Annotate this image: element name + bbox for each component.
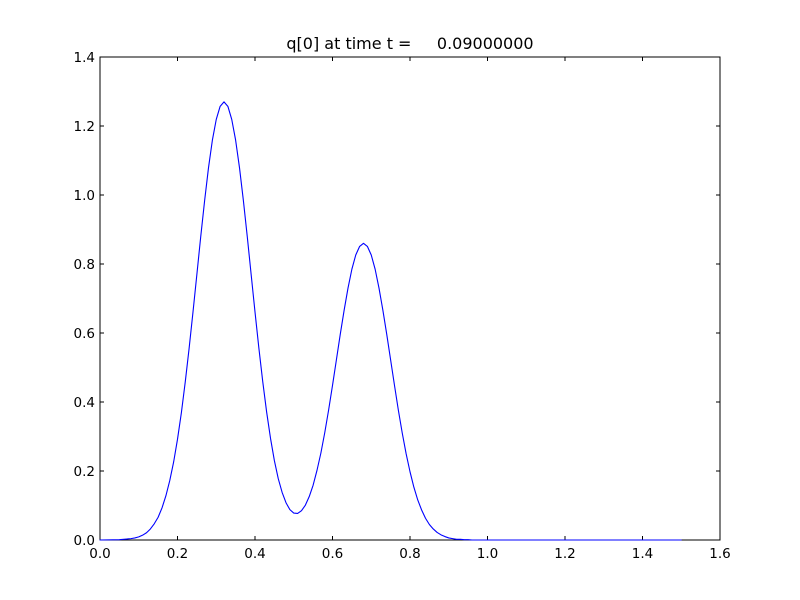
y-tick-label: 0.0 [74,533,95,549]
x-tick-label: 0.2 [167,546,188,562]
x-tick-label: 0.0 [89,546,110,562]
y-tick-label: 1.0 [74,188,95,204]
y-tick-label: 0.4 [74,395,95,411]
data-line [99,101,682,541]
y-tick-label: 0.8 [74,257,95,273]
x-tick-label: 1.6 [709,546,730,562]
y-tick-label: 0.6 [74,326,95,342]
tick-marks [99,56,721,541]
axes-box [99,56,721,541]
plot-title: q[0] at time t = 0.09000000 [286,34,533,53]
x-tick-label: 1.0 [477,546,498,562]
y-tick-label: 1.4 [74,50,95,66]
tick-labels: 0.0 0.2 0.4 0.6 0.8 1.0 1.2 1.4 1.6 0.0 0.2 0.4 0.6 0… [74,50,731,562]
x-tick-label: 1.4 [632,546,653,562]
x-tick-label: 0.8 [399,546,420,562]
y-tick-label: 1.2 [74,119,95,135]
y-tick-label: 0.2 [74,464,95,480]
data-series [99,101,682,541]
x-tick-label: 1.2 [554,546,575,562]
x-tick-label: 0.4 [244,546,265,562]
x-tick-label: 0.6 [322,546,343,562]
